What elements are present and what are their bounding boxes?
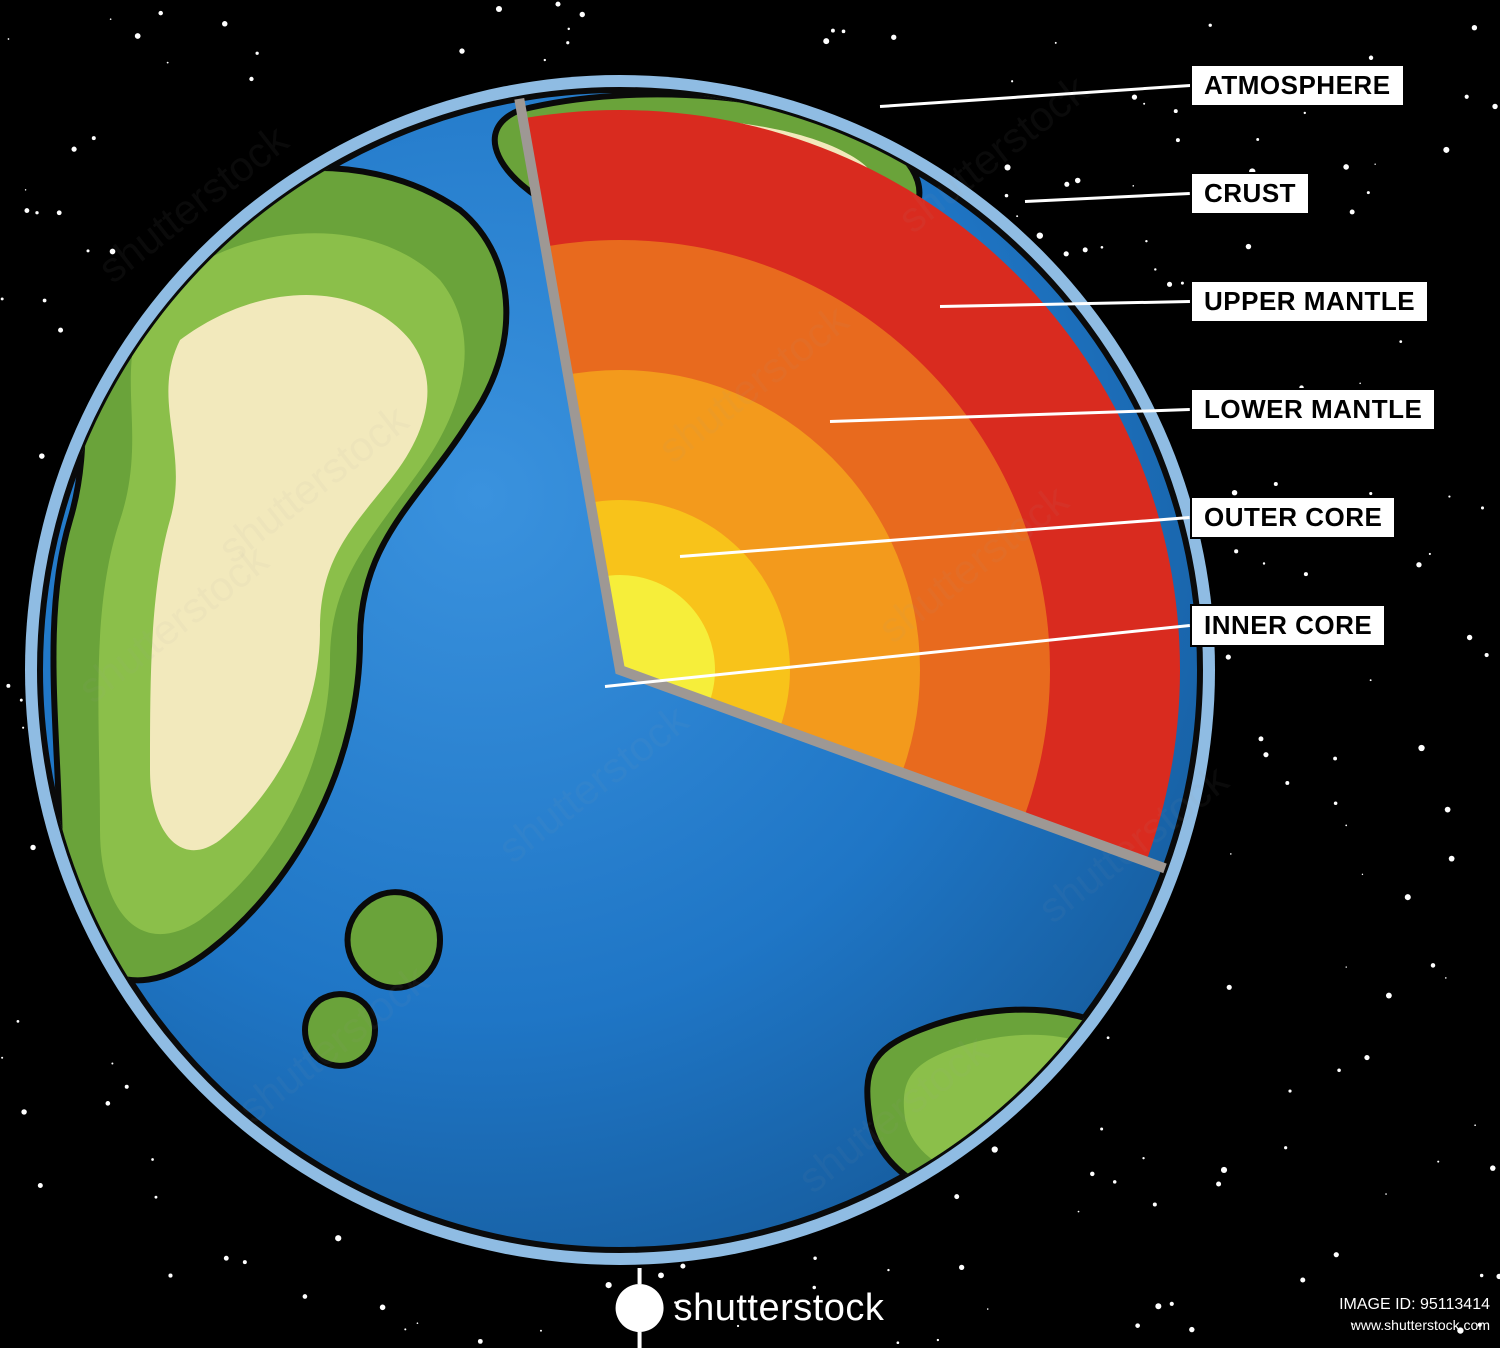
- earth-layers-diagram: ATMOSPHERE CRUST UPPER MANTLE LOWER MANTLE O…: [0, 0, 1500, 1346]
- watermark-logo-text: shutterstock: [674, 1287, 885, 1330]
- image-credit: IMAGE ID: 95113414 www.shutterstock.com: [1339, 1294, 1490, 1336]
- credit-id-label: IMAGE ID:: [1339, 1296, 1415, 1313]
- watermark-logo: shutterstock: [616, 1284, 885, 1332]
- credit-url: www.shutterstock.com: [1339, 1316, 1490, 1336]
- label-lower-mantle: LOWER MANTLE: [1190, 388, 1436, 431]
- shutterstock-icon: [616, 1284, 664, 1332]
- label-atmosphere: ATMOSPHERE: [1190, 64, 1405, 107]
- label-upper-mantle: UPPER MANTLE: [1190, 280, 1429, 323]
- label-outer-core: OUTER CORE: [1190, 496, 1396, 539]
- label-crust: CRUST: [1190, 172, 1310, 215]
- credit-id-value: 95113414: [1420, 1296, 1490, 1313]
- label-inner-core: INNER CORE: [1190, 604, 1386, 647]
